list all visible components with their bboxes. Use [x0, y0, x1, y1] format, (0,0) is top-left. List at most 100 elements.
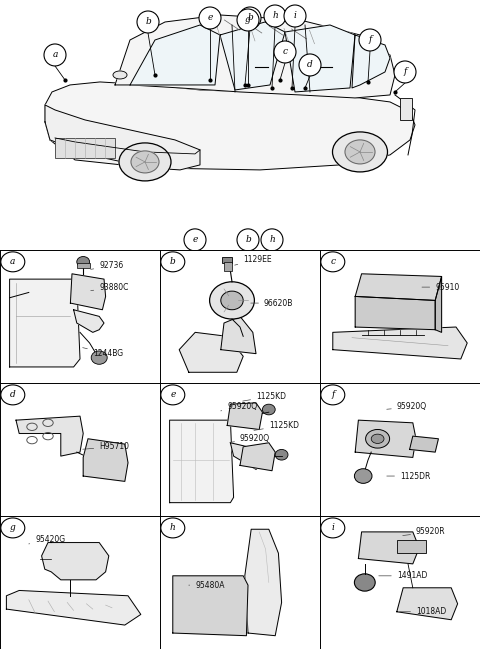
- Circle shape: [264, 5, 286, 27]
- Text: 96620B: 96620B: [251, 299, 293, 308]
- Polygon shape: [220, 22, 285, 90]
- Text: a: a: [10, 258, 15, 266]
- Circle shape: [261, 229, 283, 251]
- Circle shape: [1, 385, 25, 405]
- Polygon shape: [245, 530, 282, 636]
- Ellipse shape: [119, 143, 171, 181]
- Polygon shape: [42, 543, 109, 580]
- Polygon shape: [409, 436, 438, 452]
- Polygon shape: [83, 439, 128, 482]
- Text: 1125DR: 1125DR: [387, 472, 431, 480]
- Ellipse shape: [371, 434, 384, 443]
- Circle shape: [161, 518, 185, 538]
- Text: 95920Q: 95920Q: [230, 434, 270, 443]
- Circle shape: [77, 256, 90, 267]
- Text: H95710: H95710: [83, 442, 129, 451]
- Circle shape: [359, 29, 381, 51]
- Text: h: h: [170, 524, 176, 532]
- Polygon shape: [130, 25, 220, 85]
- Circle shape: [321, 252, 345, 272]
- Text: 1491AD: 1491AD: [379, 571, 427, 580]
- Ellipse shape: [131, 151, 159, 173]
- Polygon shape: [6, 591, 141, 625]
- Text: 95920Q: 95920Q: [221, 402, 257, 411]
- Polygon shape: [333, 327, 467, 359]
- Polygon shape: [355, 297, 435, 330]
- Circle shape: [161, 252, 185, 272]
- Polygon shape: [435, 276, 442, 332]
- Text: h: h: [272, 12, 278, 21]
- Polygon shape: [352, 35, 390, 88]
- Text: 95480A: 95480A: [189, 581, 225, 590]
- Text: f: f: [368, 36, 372, 45]
- Text: g: g: [10, 524, 16, 532]
- Text: c: c: [330, 258, 336, 266]
- Polygon shape: [179, 332, 243, 373]
- Bar: [77, 263, 90, 269]
- Text: f: f: [331, 391, 335, 399]
- Circle shape: [91, 351, 107, 364]
- Circle shape: [354, 574, 375, 591]
- Circle shape: [321, 518, 345, 538]
- Text: i: i: [331, 524, 334, 532]
- Polygon shape: [45, 82, 415, 170]
- Circle shape: [199, 7, 221, 29]
- Polygon shape: [240, 443, 275, 471]
- Text: 1125KD: 1125KD: [243, 392, 286, 401]
- Text: g: g: [245, 16, 251, 25]
- Text: h: h: [269, 236, 275, 245]
- Text: 95920R: 95920R: [403, 528, 445, 537]
- Circle shape: [284, 5, 306, 27]
- Text: 95910: 95910: [422, 282, 459, 291]
- Text: 1129EE: 1129EE: [235, 254, 272, 265]
- Ellipse shape: [345, 140, 375, 164]
- Circle shape: [239, 7, 261, 29]
- Circle shape: [274, 41, 296, 63]
- Circle shape: [321, 385, 345, 405]
- Text: 1244BG: 1244BG: [83, 348, 123, 358]
- Polygon shape: [45, 105, 200, 170]
- Text: 95920Q: 95920Q: [387, 402, 427, 411]
- Text: 92736: 92736: [91, 262, 123, 271]
- Circle shape: [1, 518, 25, 538]
- Text: d: d: [10, 391, 16, 399]
- Circle shape: [263, 404, 275, 415]
- Polygon shape: [169, 420, 234, 502]
- Text: e: e: [207, 14, 213, 23]
- Bar: [397, 540, 426, 553]
- Text: i: i: [294, 12, 297, 21]
- Ellipse shape: [333, 132, 387, 172]
- Circle shape: [354, 469, 372, 484]
- Polygon shape: [230, 443, 264, 469]
- Polygon shape: [227, 403, 263, 430]
- Circle shape: [161, 385, 185, 405]
- Circle shape: [184, 229, 206, 251]
- Polygon shape: [359, 532, 419, 564]
- Text: b: b: [247, 14, 253, 23]
- Polygon shape: [73, 310, 104, 332]
- Text: e: e: [192, 236, 198, 245]
- Text: 95420G: 95420G: [29, 535, 65, 545]
- Text: b: b: [145, 18, 151, 27]
- Circle shape: [1, 252, 25, 272]
- Bar: [400, 98, 412, 120]
- Bar: [55, 138, 115, 158]
- Circle shape: [137, 11, 159, 33]
- Polygon shape: [221, 316, 256, 354]
- Circle shape: [210, 282, 254, 319]
- Circle shape: [394, 61, 416, 83]
- Bar: [222, 256, 232, 263]
- Polygon shape: [285, 25, 355, 92]
- Ellipse shape: [366, 430, 390, 448]
- Text: 1018AD: 1018AD: [399, 607, 446, 617]
- Text: 1125KD: 1125KD: [254, 421, 299, 430]
- Polygon shape: [16, 416, 83, 456]
- Circle shape: [299, 54, 321, 76]
- Circle shape: [237, 9, 259, 31]
- Text: a: a: [52, 51, 58, 60]
- Circle shape: [44, 44, 66, 66]
- Polygon shape: [115, 15, 395, 98]
- Circle shape: [237, 229, 259, 251]
- Bar: [224, 262, 232, 271]
- Ellipse shape: [113, 71, 127, 79]
